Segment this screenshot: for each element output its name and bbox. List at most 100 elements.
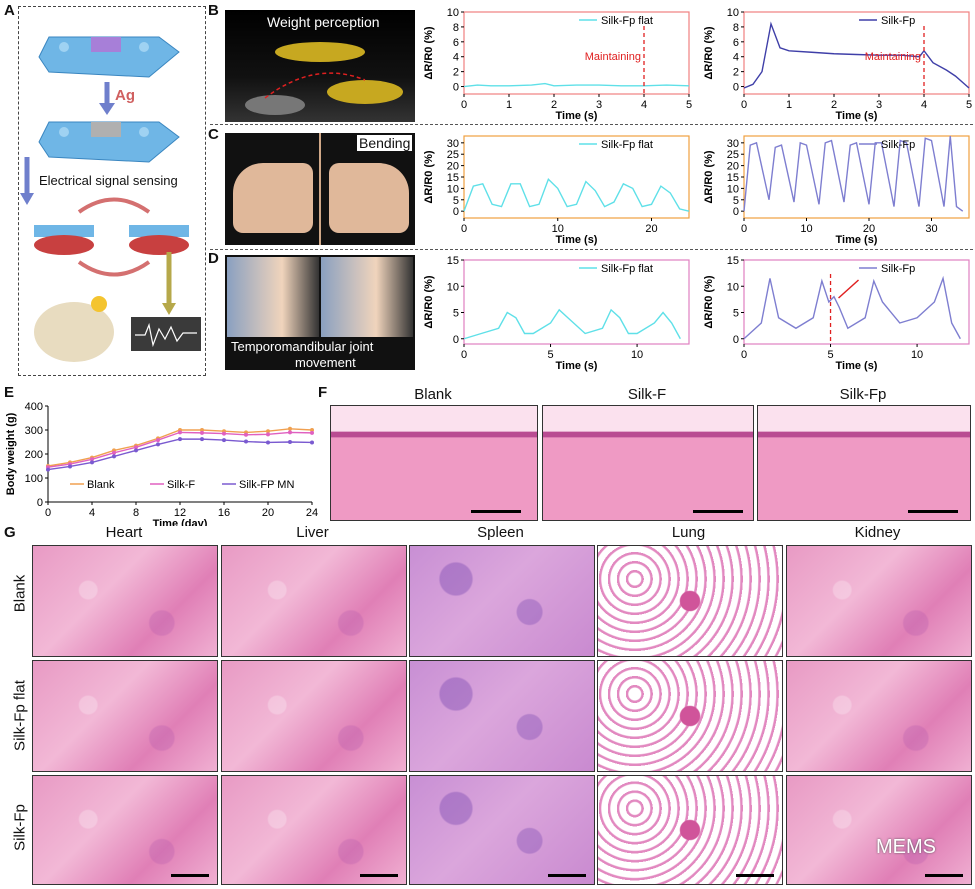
y-tick-label: 2	[453, 67, 459, 79]
scale-bar	[548, 874, 586, 877]
fish-illustration	[245, 42, 403, 115]
chart-b-flat: 0 2 4 6 8 10 0 1 2 3 4 5 Time (s) ΔR/R0 (%) Silk-Fp fl…	[423, 7, 692, 122]
x-axis-label: Time (s)	[836, 234, 878, 246]
g-col-liver: Liver	[296, 524, 329, 541]
data-point	[288, 440, 292, 444]
chart-d-flat: 0 5 10 15 0 5 10 Time (s) ΔR/R0 (%) Silk-Fp flat	[423, 255, 690, 372]
data-point	[178, 430, 182, 435]
y-tick-label: 30	[447, 138, 459, 150]
plot-frame	[463, 259, 690, 345]
g-col-heart: Heart	[105, 524, 143, 541]
annotation-arrow	[838, 279, 860, 299]
y-tick-label: 5	[453, 195, 459, 207]
x-tick-label: 0	[461, 99, 467, 111]
x-tick-label: 30	[925, 223, 937, 235]
x-tick-label: 8	[133, 507, 139, 519]
face-left	[227, 257, 319, 337]
g-image-heart-2	[32, 775, 218, 885]
face-right	[321, 257, 413, 337]
data-point	[266, 440, 270, 445]
data-point	[222, 431, 226, 436]
y-tick-label: 0	[733, 334, 739, 346]
x-tick-label: 4	[89, 507, 95, 519]
scale-bar	[171, 874, 209, 877]
legend-label: Silk-Fp	[881, 139, 915, 151]
g-col-kidney: Kidney	[854, 524, 901, 541]
x-tick-label: 10	[911, 349, 923, 361]
annotation-label: Maintaining	[585, 51, 641, 63]
legend-label: Silk-Fp flat	[601, 139, 653, 151]
panel-label-b: B	[208, 2, 219, 19]
g-row-silkfp-flat: Silk-Fp flat	[11, 680, 29, 751]
finger-straight	[233, 163, 313, 233]
plot-frame	[743, 135, 970, 219]
y-axis-label: ΔR/R0 (%)	[703, 150, 715, 203]
y-tick-label: 5	[733, 308, 739, 320]
y-tick-label: 4	[453, 52, 459, 64]
scale-bar	[471, 510, 521, 513]
scale-bar	[925, 874, 963, 877]
x-tick-label: 10	[552, 223, 564, 235]
annotation-label: Maintaining	[865, 51, 921, 63]
panel-a-box: Ag Electrical signal sensing	[18, 6, 206, 376]
chart-d-fp: 0 5 10 15 0 5 10 Time (s) ΔR/R0 (%) Silk-Fp	[703, 255, 970, 372]
data-point	[310, 430, 314, 435]
y-tick-label: 10	[727, 281, 739, 293]
g-image-kidney-0	[786, 545, 972, 657]
data-point	[156, 438, 160, 443]
x-tick-label: 0	[741, 99, 747, 111]
y-tick-label: 30	[727, 138, 739, 150]
panel-label-c: C	[208, 126, 219, 143]
x-tick-label: 5	[827, 349, 833, 361]
x-tick-label: 2	[831, 99, 837, 111]
data-point	[244, 439, 248, 444]
g-image-liver-2	[221, 775, 407, 885]
f-image-silkfp	[757, 405, 971, 521]
g-image-heart-0	[32, 545, 218, 657]
x-axis-label: Time (s)	[556, 360, 598, 372]
y-tick-label: 15	[447, 172, 459, 184]
scale-bar	[693, 510, 743, 513]
panel-label-f: F	[318, 384, 328, 401]
separator-bc	[210, 124, 973, 125]
watermark-text: MEMS	[876, 836, 936, 858]
legend-label: Silk-Fp	[881, 263, 915, 275]
g-image-liver-1	[221, 660, 407, 772]
y-axis-label: ΔR/R0 (%)	[423, 150, 435, 203]
x-tick-label: 0	[45, 507, 51, 519]
y-tick-label: 20	[727, 161, 739, 173]
x-tick-label: 5	[686, 99, 692, 111]
series-line	[47, 438, 313, 471]
y-tick-label: 5	[733, 195, 739, 207]
y-tick-label: 25	[447, 149, 459, 161]
x-tick-label: 0	[741, 223, 747, 235]
f-image-silkf	[542, 405, 754, 521]
legend-label: Blank	[87, 479, 115, 491]
data-point	[178, 437, 182, 442]
data-point	[156, 442, 160, 447]
x-axis-label: Time (s)	[556, 234, 598, 246]
x-axis-label: Time (s)	[836, 360, 878, 372]
y-tick-label: 10	[727, 183, 739, 195]
y-tick-label: 0	[733, 82, 739, 94]
y-tick-label: 20	[447, 161, 459, 173]
x-tick-label: 4	[921, 99, 927, 111]
g-col-lung: Lung	[671, 524, 706, 541]
x-axis-label: Time (s)	[836, 110, 878, 122]
plot-frame	[743, 11, 970, 95]
x-tick-label: 10	[631, 349, 643, 361]
y-tick-label: 2	[733, 67, 739, 79]
data-point	[46, 467, 50, 472]
g-row-blank: Blank	[11, 574, 29, 613]
finger-bent	[329, 163, 409, 233]
f-image-blank	[330, 405, 538, 521]
y-axis-label: ΔR/R0 (%)	[423, 275, 435, 328]
g-image-liver-0	[221, 545, 407, 657]
tmj-label-line1: Temporomandibular joint	[231, 339, 374, 354]
legend-label: Silk-Fp flat	[601, 263, 653, 275]
x-tick-label: 5	[966, 99, 972, 111]
plot-frame	[743, 259, 970, 345]
y-tick-label: 0	[37, 497, 43, 509]
panel-label-g: G	[4, 524, 16, 541]
